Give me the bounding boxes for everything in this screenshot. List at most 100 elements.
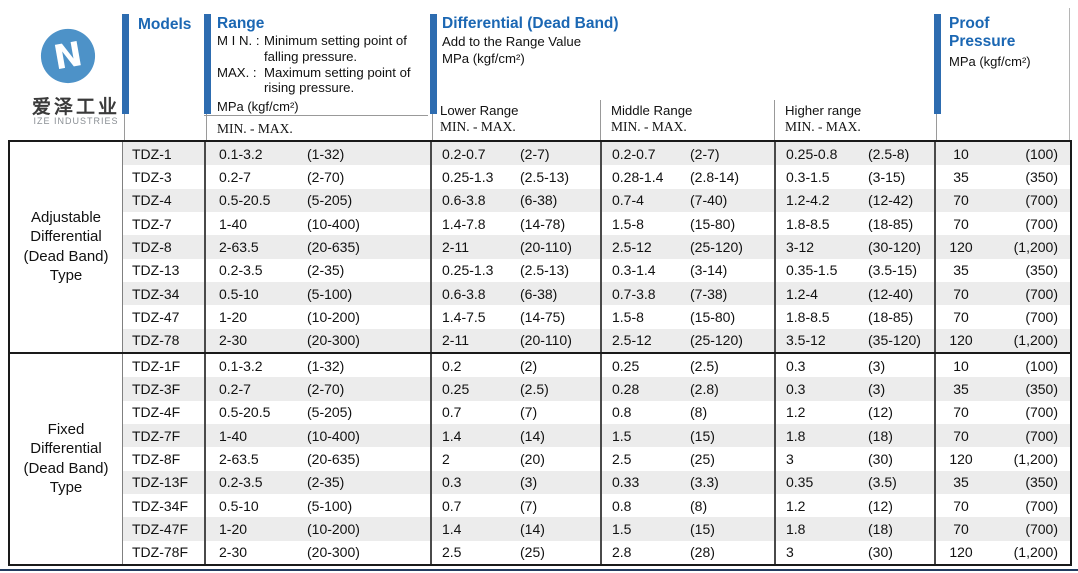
differential-column-title: Differential (Dead Band) xyxy=(442,15,619,32)
higher-cell: 0.25-0.8 (2.5-8) xyxy=(774,142,934,166)
model-cell: TDZ-34 xyxy=(122,281,204,306)
proof-kgf-value: (1,200) xyxy=(1013,544,1058,561)
higher-mpa-value: 1.2-4 xyxy=(786,285,818,302)
higher-kgf-value: (12) xyxy=(868,404,893,421)
lower-mpa-value: 2 xyxy=(442,450,450,467)
range-cell: 2-63.5 (20-635) xyxy=(204,235,430,259)
range-cell: 0.1-3.2 (1-32) xyxy=(204,353,430,378)
higher-mpa-value: 3 xyxy=(786,450,794,467)
lower-cell: 1.4 (14) xyxy=(430,517,600,541)
range-cell: 0.2-7 (2-70) xyxy=(204,165,430,189)
proof-kgf-value: (350) xyxy=(1025,262,1058,279)
proof-cell: 35 (350) xyxy=(934,470,1070,494)
page-bottom-rule xyxy=(0,569,1078,571)
proof-mpa-value: 120 xyxy=(949,238,973,255)
type-label-line: (Dead Band) xyxy=(23,247,109,265)
model-cell: TDZ-78F xyxy=(122,540,204,564)
proof-cell: 70 (700) xyxy=(934,281,1070,306)
middle-kgf-value: (2.8-14) xyxy=(690,168,740,185)
proof-mpa-value: 120 xyxy=(949,450,973,467)
min-label: M I N. : xyxy=(217,33,260,48)
middle-kgf-value: (8) xyxy=(690,404,708,421)
higher-mpa-value: 0.3 xyxy=(786,357,806,374)
middle-mpa-value: 0.8 xyxy=(612,497,632,514)
proof-mpa-value: 70 xyxy=(953,520,969,537)
lower-kgf-value: (14-75) xyxy=(520,308,566,325)
proof-mpa-value: 35 xyxy=(953,474,969,491)
middle-kgf-value: (15) xyxy=(690,520,715,537)
accent-bar xyxy=(934,14,941,114)
proof-kgf-value: (350) xyxy=(1025,380,1058,397)
proof-cell: 70 (700) xyxy=(934,188,1070,212)
proof-kgf-value: (1,200) xyxy=(1013,450,1058,467)
range-mpa-value: 0.2-3.5 xyxy=(219,474,263,491)
middle-cell: 0.28 (2.8) xyxy=(600,377,774,401)
models-column-title: Models xyxy=(138,16,192,33)
model-cell: TDZ-7 xyxy=(122,211,204,236)
higher-cell: 0.35-1.5 (3.5-15) xyxy=(774,258,934,282)
middle-kgf-value: (25-120) xyxy=(690,332,743,349)
lower-mpa-value: 0.3 xyxy=(442,474,462,491)
higher-cell: 1.8-8.5 (18-85) xyxy=(774,305,934,329)
range-kgf-value: (2-35) xyxy=(307,474,345,491)
column-divider xyxy=(124,114,125,140)
middle-cell: 1.5-8 (15-80) xyxy=(600,211,774,236)
lower-cell: 0.2-0.7 (2-7) xyxy=(430,142,600,166)
accent-bar xyxy=(430,14,437,114)
range-cell: 1-20 (10-200) xyxy=(204,517,430,541)
proof-mpa-value: 35 xyxy=(953,262,969,279)
lower-kgf-value: (14-78) xyxy=(520,215,566,232)
proof-cell: 10 (100) xyxy=(934,353,1070,378)
range-minmax-label: MIN. - MAX. xyxy=(204,115,428,140)
middle-cell: 0.3-1.4 (3-14) xyxy=(600,258,774,282)
higher-cell: 1.8 (18) xyxy=(774,423,934,448)
higher-mpa-value: 1.2 xyxy=(786,497,806,514)
higher-cell: 1.2-4.2 (12-42) xyxy=(774,188,934,212)
range-mpa-value: 1-40 xyxy=(219,427,248,444)
range-cell: 0.1-3.2 (1-32) xyxy=(204,142,430,166)
higher-cell: 1.2 (12) xyxy=(774,493,934,518)
range-kgf-value: (10-200) xyxy=(307,308,360,325)
middle-mpa-value: 0.3-1.4 xyxy=(612,262,656,279)
middle-mpa-value: 0.7-3.8 xyxy=(612,285,656,302)
range-mpa-value: 0.1-3.2 xyxy=(219,145,263,162)
higher-kgf-value: (12-42) xyxy=(868,192,914,209)
range-mpa-value: 0.5-20.5 xyxy=(219,192,271,209)
middle-cell: 0.7-4 (7-40) xyxy=(600,188,774,212)
table-header: N 爱泽工业 IZE INDUSTRIES Models Range M I N… xyxy=(10,8,1070,140)
higher-cell: 1.2-4 (12-40) xyxy=(774,281,934,306)
proof-kgf-value: (1,200) xyxy=(1013,238,1058,255)
proof-kgf-value: (700) xyxy=(1025,285,1058,302)
range-mpa-value: 2-63.5 xyxy=(219,238,259,255)
lower-kgf-value: (7) xyxy=(520,497,538,514)
higher-mpa-value: 1.8-8.5 xyxy=(786,308,830,325)
lower-kgf-value: (20-110) xyxy=(520,238,572,255)
table-section: Fixed Differential (Dead Band) Type TDZ-1F 0… xyxy=(8,351,1072,566)
lower-mpa-value: 1.4-7.8 xyxy=(442,215,486,232)
lower-mpa-value: 2-11 xyxy=(442,332,469,349)
proof-cell: 70 (700) xyxy=(934,305,1070,329)
higher-kgf-value: (30-120) xyxy=(868,238,921,255)
range-mpa-value: 2-63.5 xyxy=(219,450,259,467)
proof-cell: 35 (350) xyxy=(934,258,1070,282)
middle-cell: 2.8 (28) xyxy=(600,540,774,564)
higher-mpa-value: 1.2-4.2 xyxy=(786,192,830,209)
middle-mpa-value: 1.5-8 xyxy=(612,308,644,325)
header-differential: Differential (Dead Band) Add to the Rang… xyxy=(430,8,934,140)
proof-mpa-value: 35 xyxy=(953,168,969,185)
lower-cell: 0.6-3.8 (6-38) xyxy=(430,281,600,306)
company-logo-icon: N xyxy=(40,28,96,84)
middle-kgf-value: (15) xyxy=(690,427,715,444)
proof-cell: 35 (350) xyxy=(934,377,1070,401)
range-kgf-value: (5-205) xyxy=(307,404,353,421)
higher-cell: 0.3 (3) xyxy=(774,377,934,401)
range-min-note: M I N. : Minimum setting point of fallin… xyxy=(217,33,430,65)
lower-mpa-value: 1.4 xyxy=(442,427,462,444)
middle-cell: 1.5 (15) xyxy=(600,517,774,541)
lower-kgf-value: (25) xyxy=(520,544,545,561)
accent-bar xyxy=(204,14,211,114)
lower-cell: 0.2 (2) xyxy=(430,353,600,378)
middle-mpa-value: 2.5-12 xyxy=(612,238,652,255)
higher-mpa-value: 0.3 xyxy=(786,380,806,397)
higher-mpa-value: 1.8 xyxy=(786,427,806,444)
